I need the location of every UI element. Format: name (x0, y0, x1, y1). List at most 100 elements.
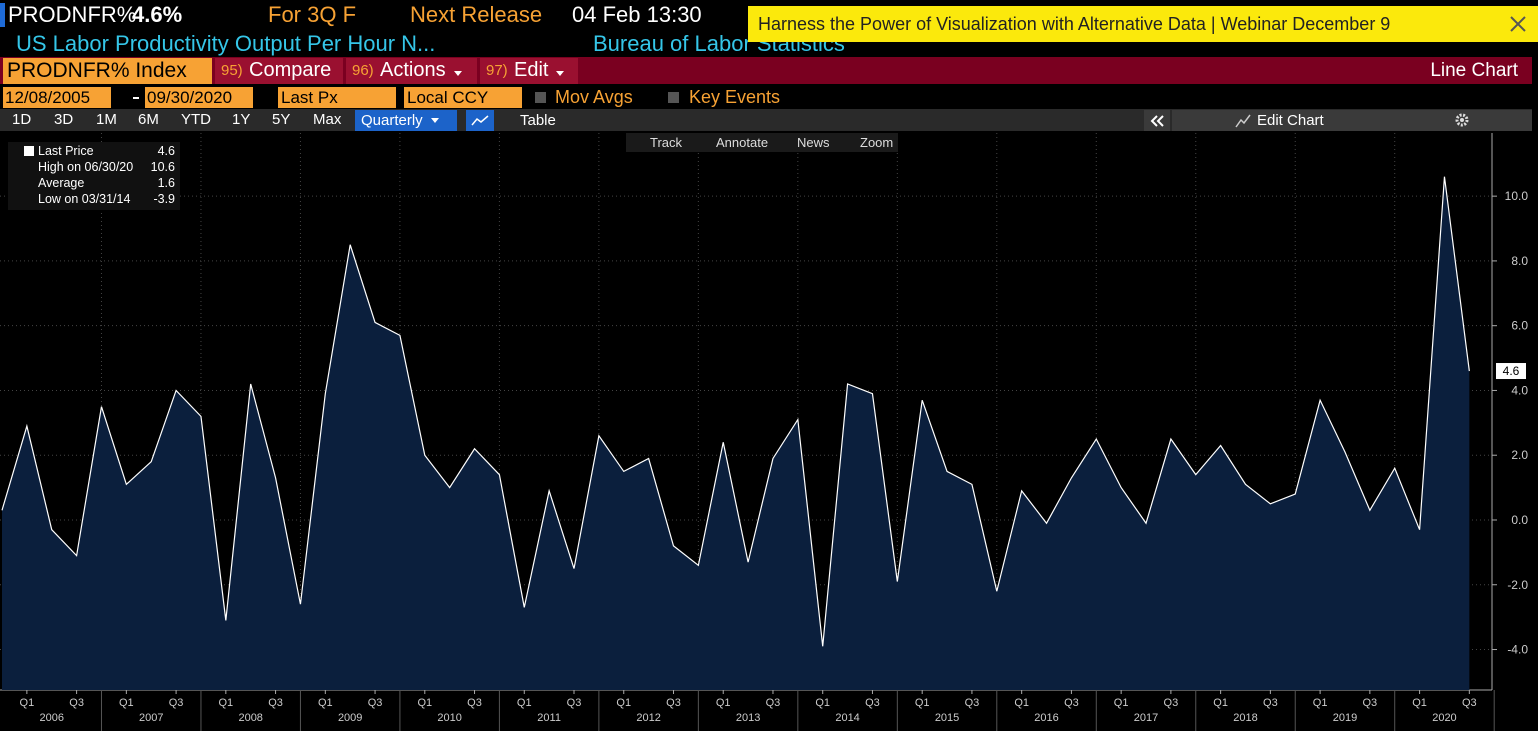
x-tick-label: Q1 (1412, 697, 1427, 709)
x-tick-label: Q1 (218, 697, 233, 709)
x-tick-label: Q1 (1114, 697, 1129, 709)
range-button[interactable]: 1M (96, 111, 117, 128)
area (2, 176, 1470, 690)
range-button[interactable]: 1D (12, 111, 32, 128)
x-tick-label: Q1 (1014, 697, 1029, 709)
x-tick-label: Q3 (368, 697, 383, 709)
line-icon (471, 114, 489, 125)
button-number: 95) (221, 62, 243, 79)
x-tick-label: Q1 (915, 697, 930, 709)
range-button[interactable]: YTD (181, 111, 211, 128)
x-tick-label: Q3 (766, 697, 781, 709)
chart-tool[interactable]: Annotate (716, 135, 769, 150)
x-tick-label: Q1 (417, 697, 432, 709)
edit-chart-icon (1235, 114, 1251, 128)
stat-label: High on 06/30/20 (38, 160, 134, 174)
x-tick-label: Q3 (1462, 697, 1477, 709)
currency[interactable]: Local CCY (404, 87, 522, 108)
x-tick-label: Q1 (119, 697, 134, 709)
price: 4.6% (132, 2, 183, 27)
collapse-button[interactable] (1144, 110, 1170, 131)
stat-label: Last Price (38, 144, 94, 158)
stat-value: -3.9 (153, 192, 175, 206)
x-tick-label: Q1 (318, 697, 333, 709)
period: For 3Q F (268, 2, 357, 27)
x-tick-label: Q3 (268, 697, 283, 709)
year-label: 2014 (835, 712, 859, 724)
year-label: 2015 (935, 712, 959, 724)
option[interactable]: Key Events (689, 87, 781, 107)
security-field[interactable]: PRODNFR% Index (3, 58, 212, 84)
x-tick-label: Q3 (1363, 697, 1378, 709)
year-label: 2018 (1233, 712, 1257, 724)
last-value-tag (1496, 363, 1526, 380)
range-button[interactable]: 5Y (272, 111, 291, 128)
end-date[interactable]: 09/30/2020 (145, 87, 253, 108)
x-tick-label: Q1 (815, 697, 830, 709)
y-tick-label: 0.0 (1511, 513, 1528, 527)
edit-chart[interactable]: Edit Chart (1257, 112, 1324, 129)
x-tick-label: Q1 (716, 697, 731, 709)
y-tick-label: 2.0 (1511, 448, 1528, 462)
button-number: 97) (486, 62, 508, 79)
view-label: Line Chart (1430, 60, 1518, 81)
x-tick-label: Q3 (1064, 697, 1079, 709)
command-button[interactable] (215, 58, 343, 84)
dash (133, 97, 139, 99)
x-tick-label: Q3 (467, 697, 482, 709)
edit-chart-area (1172, 110, 1532, 131)
description: US Labor Productivity Output Per Hour N.… (16, 31, 436, 56)
chart-tool[interactable]: News (797, 135, 830, 150)
checkbox[interactable] (535, 92, 546, 103)
legend-swatch (24, 146, 34, 156)
x-tick-label: Q1 (20, 697, 35, 709)
range-button[interactable]: 6M (138, 111, 159, 128)
y-tick-label: 10.0 (1505, 189, 1529, 203)
year-label: 2020 (1432, 712, 1456, 724)
close-icon[interactable] (1508, 14, 1528, 34)
y-tick-label: 8.0 (1511, 254, 1528, 268)
year-label: 2011 (537, 712, 561, 724)
chart-tool[interactable]: Zoom (860, 135, 894, 150)
chart-type-button[interactable] (466, 110, 494, 131)
x-tick-label: Q1 (517, 697, 532, 709)
year-label: 2010 (437, 712, 461, 724)
x-tick-label: Q3 (567, 697, 582, 709)
x-tick-label: Q3 (1164, 697, 1179, 709)
x-tick-label: Q1 (1213, 697, 1228, 709)
y-tick-label: -4.0 (1507, 643, 1528, 657)
x-tick-label: Q1 (616, 697, 631, 709)
year-label: 2008 (238, 712, 262, 724)
stat-label: Average (38, 176, 85, 190)
collapse-icon (1150, 114, 1164, 127)
range-button[interactable]: Max (313, 111, 342, 128)
release-label: Next Release (410, 2, 543, 27)
year-label: 2013 (736, 712, 760, 724)
start-date[interactable]: 12/08/2005 (3, 87, 111, 108)
checkbox[interactable] (668, 92, 679, 103)
option[interactable]: Mov Avgs (555, 87, 633, 107)
field[interactable]: Last Px (278, 87, 396, 108)
year-label: 2009 (338, 712, 362, 724)
ticker-marker (0, 3, 5, 27)
range-button[interactable]: 1Y (232, 111, 251, 128)
y-tick-label: 4.0 (1511, 383, 1528, 397)
table-button[interactable]: Table (520, 112, 556, 129)
button-label: Actions (380, 59, 462, 82)
banner[interactable]: Harness the Power of Visualization with … (748, 6, 1538, 42)
x-tick-label: Q3 (865, 697, 880, 709)
frequency[interactable]: Quarterly (355, 110, 457, 131)
chart-tool[interactable]: Track (650, 135, 683, 150)
settings-icon[interactable] (1454, 112, 1470, 128)
stats-box (8, 142, 180, 210)
button-label: Edit (514, 59, 564, 82)
range-button[interactable]: 3D (54, 111, 74, 128)
x-tick-label: Q3 (1263, 697, 1278, 709)
release-time: 04 Feb 13:30 (572, 2, 702, 27)
y-tick-label: -2.0 (1507, 578, 1528, 592)
stat-value: 10.6 (150, 160, 175, 174)
ticker: PRODNFR% (8, 2, 137, 27)
line (1, 176, 1470, 647)
x-tick-label: Q3 (666, 697, 681, 709)
